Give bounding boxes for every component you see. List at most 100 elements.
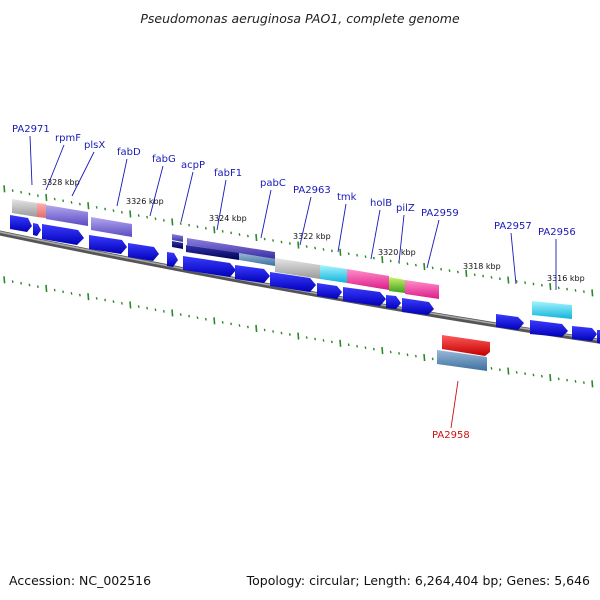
major-tick [549, 373, 552, 382]
gene-label-fabF1[interactable]: fabF1 [214, 168, 242, 179]
minor-tick [490, 367, 493, 370]
cds-arrow[interactable] [317, 283, 342, 299]
feature-box-acpP[interactable] [172, 241, 183, 249]
cds-arrow[interactable] [33, 223, 41, 236]
scale-label-3324: 3324 kbp [209, 214, 247, 223]
minor-tick [53, 288, 56, 292]
minor-tick [62, 290, 65, 294]
gene-label-PA2963[interactable]: PA2963 [293, 185, 331, 196]
minor-tick [95, 206, 98, 209]
gene-label-PA2959[interactable]: PA2959 [421, 208, 459, 219]
cds-arrow[interactable] [572, 326, 597, 341]
minor-tick [389, 350, 392, 354]
minor-tick [11, 189, 14, 192]
cds-arrow[interactable] [89, 235, 127, 254]
minor-tick [524, 281, 527, 285]
cds-arrow[interactable] [402, 298, 434, 315]
gene-label-plsX[interactable]: plsX [84, 140, 105, 151]
cds-arrow[interactable] [386, 295, 401, 309]
minor-tick [540, 374, 543, 378]
minor-tick [112, 300, 115, 304]
feature-box-pabC[interactable] [239, 253, 275, 266]
minor-tick [532, 373, 535, 377]
minor-tick [112, 209, 115, 213]
cds-arrow[interactable] [235, 265, 270, 283]
minor-tick [53, 197, 56, 201]
gene-label-acpP[interactable]: acpP [181, 160, 205, 171]
minor-tick [414, 263, 417, 267]
minor-tick [305, 336, 308, 339]
feature-box-fabF1[interactable] [187, 238, 275, 259]
feature-box-plsX[interactable] [46, 205, 88, 226]
gene-label-PA2958[interactable]: PA2958 [432, 430, 470, 441]
feature-box-PA2958[interactable] [442, 335, 490, 356]
major-tick [381, 255, 384, 264]
minor-tick [557, 286, 560, 290]
minor-tick [398, 351, 401, 355]
gene-label-holB[interactable]: holB [370, 198, 392, 209]
cds-arrow[interactable] [270, 272, 316, 292]
minor-tick [330, 340, 333, 344]
feature-box-PA2971[interactable] [12, 199, 37, 217]
scale-label-3322: 3322 kbp [293, 232, 331, 241]
gene-label-rpmF[interactable]: rpmF [55, 133, 81, 144]
minor-tick [582, 381, 585, 384]
minor-tick [120, 210, 123, 214]
minor-tick [574, 288, 577, 292]
minor-tick [179, 222, 182, 225]
cds-arrow[interactable] [343, 287, 386, 306]
major-tick [3, 185, 6, 193]
feature-box-tmk[interactable] [320, 265, 347, 283]
gene-label-fabG[interactable]: fabG [152, 154, 176, 165]
major-tick [129, 301, 132, 309]
minor-tick [498, 277, 501, 281]
cds-arrow[interactable] [496, 314, 524, 330]
major-tick [213, 317, 216, 325]
gene-label-pilZ[interactable]: pilZ [396, 203, 415, 214]
major-tick [87, 293, 90, 301]
gene-label-PA2957[interactable]: PA2957 [494, 221, 532, 232]
major-tick [45, 284, 48, 292]
minor-tick [498, 368, 501, 372]
gene-label-fabD[interactable]: fabD [117, 147, 141, 158]
feature-box-PA2956[interactable] [532, 301, 572, 319]
gene-label-pabC[interactable]: pabC [260, 178, 286, 189]
feature-box-PA2958-lower[interactable] [437, 350, 487, 371]
minor-tick [154, 308, 157, 312]
major-tick [255, 324, 258, 333]
minor-tick [104, 298, 107, 302]
minor-tick [364, 255, 367, 259]
minor-tick [305, 245, 308, 248]
feature-box-rpmF[interactable] [37, 203, 46, 218]
gene-label-tmk[interactable]: tmk [337, 192, 357, 203]
cds-arrow[interactable] [167, 252, 178, 267]
cds-arrow[interactable] [128, 243, 159, 261]
minor-tick [36, 194, 39, 198]
minor-tick [246, 234, 249, 238]
minor-tick [146, 215, 149, 219]
minor-tick [356, 253, 359, 257]
major-tick [507, 276, 510, 284]
feature-box-holB[interactable] [347, 269, 389, 290]
minor-tick [154, 217, 157, 221]
minor-tick [221, 320, 224, 324]
feature-box-PA2963[interactable] [275, 258, 320, 279]
minor-tick [188, 223, 191, 227]
feature-box-pilZ[interactable] [389, 277, 405, 293]
cds-arrow[interactable] [42, 224, 84, 245]
feature-box-PA2959[interactable] [405, 280, 439, 299]
cds-arrow[interactable] [530, 320, 568, 337]
cds-arrow[interactable] [10, 215, 32, 232]
minor-tick [356, 344, 359, 348]
feature-box-fabD[interactable] [91, 217, 132, 237]
cds-arrow[interactable] [183, 256, 236, 277]
minor-tick [78, 202, 81, 206]
minor-tick [322, 339, 325, 342]
gene-label-PA2956[interactable]: PA2956 [538, 227, 576, 238]
minor-tick [347, 252, 350, 256]
feature-box-fabG[interactable] [172, 234, 183, 242]
feature-box-fabF1-lower[interactable] [186, 245, 239, 260]
cds-arrow[interactable] [597, 330, 600, 344]
gene-label-PA2971[interactable]: PA2971 [12, 124, 50, 135]
